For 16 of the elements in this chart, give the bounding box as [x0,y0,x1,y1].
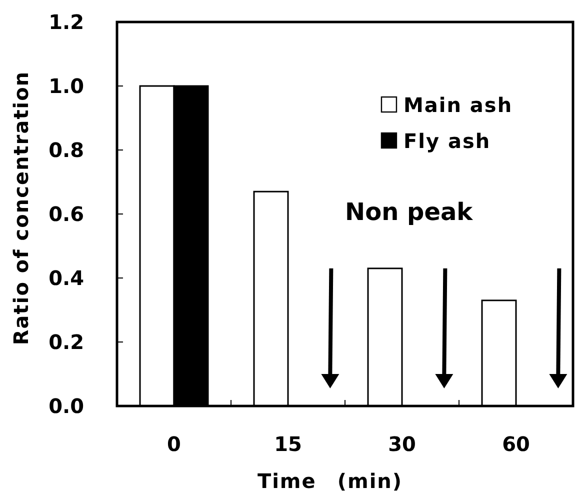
legend-label: Main ash [403,93,513,117]
y-tick-label: 1.2 [48,10,84,34]
x-axis-title: Time (min) [257,469,403,493]
y-tick-label: 0.6 [48,202,84,226]
legend-label: Fly ash [403,129,491,153]
annotation: Non peak [345,198,474,226]
x-tick-label: 0 [167,432,181,456]
y-tick-label: 0.4 [48,266,84,290]
y-tick-label: 0.0 [48,394,84,418]
y-tick-label: 1.0 [48,74,84,98]
y-axis-title: Ratio of concentration [9,70,33,346]
x-tick-label: 15 [274,432,302,456]
y-tick-label: 0.8 [48,138,84,162]
x-tick-label: 60 [502,432,530,456]
x-tick-label: 30 [388,432,416,456]
y-tick-label: 0.2 [48,330,84,354]
